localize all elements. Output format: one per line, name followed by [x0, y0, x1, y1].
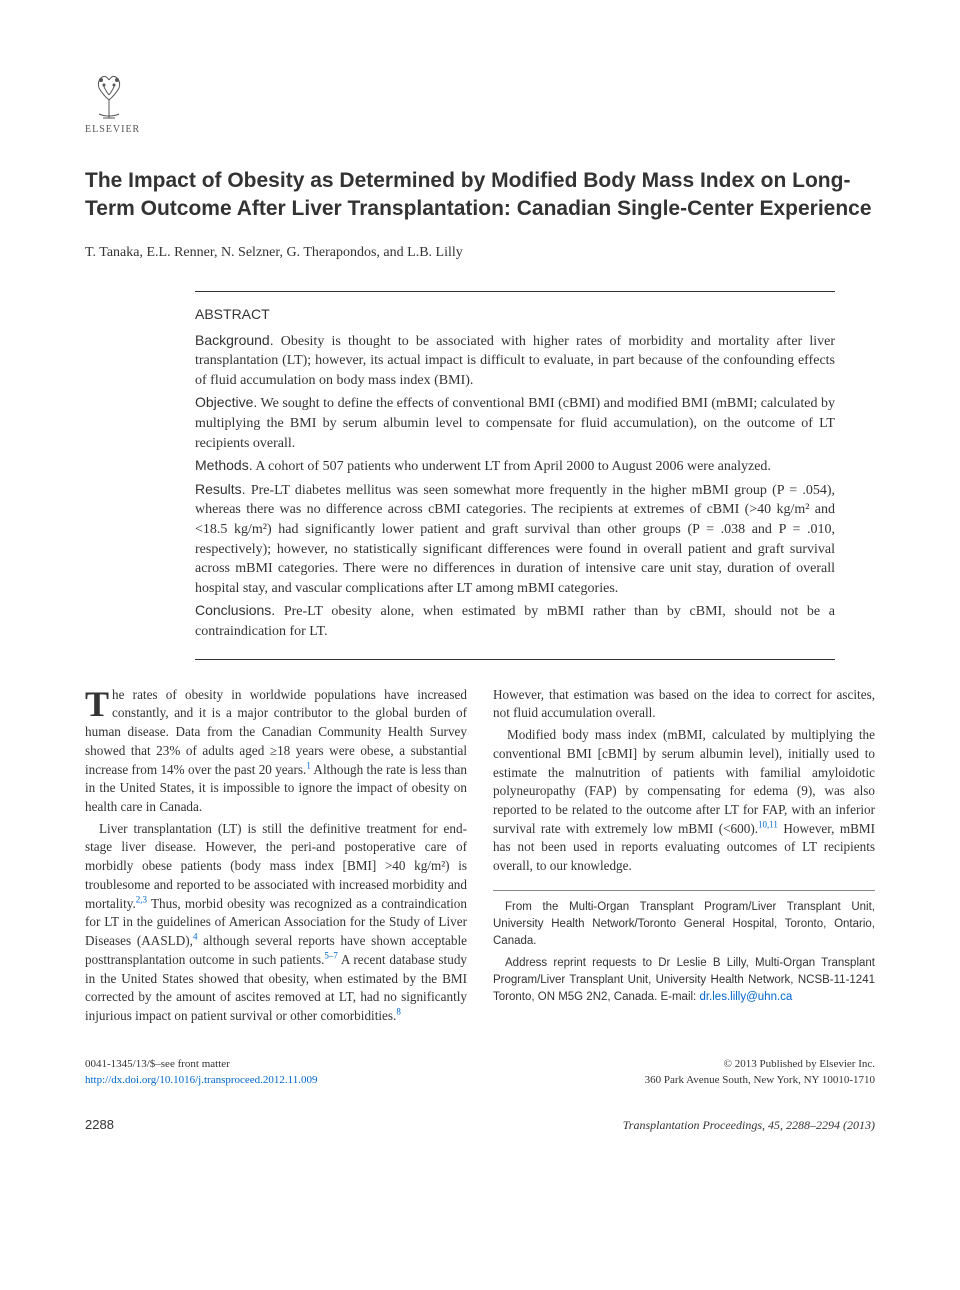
footer-right: © 2013 Published by Elsevier Inc. 360 Pa…: [645, 1056, 875, 1089]
abstract-background: Background. Obesity is thought to be ass…: [195, 331, 835, 391]
abstract-heading: ABSTRACT: [195, 304, 835, 325]
journal-citation: Transplantation Proceedings, 45, 2288–22…: [623, 1116, 875, 1134]
publisher-address: 360 Park Avenue South, New York, NY 1001…: [645, 1072, 875, 1089]
abstract-results: Results. Pre-LT diabetes mellitus was se…: [195, 480, 835, 599]
correspondence-email[interactable]: dr.les.lilly@uhn.ca: [699, 991, 792, 1003]
abstract-text-results: Pre-LT diabetes mellitus was seen somewh…: [195, 483, 835, 596]
abstract-conclusions: Conclusions. Pre-LT obesity alone, when …: [195, 601, 835, 641]
elsevier-tree-icon: [85, 70, 133, 120]
ref-5-7[interactable]: 5–7: [324, 950, 338, 960]
article-title: The Impact of Obesity as Determined by M…: [85, 167, 875, 224]
abstract-label-conclusions: Conclusions.: [195, 602, 275, 618]
body-p4-text: Modified body mass index (mBMI, calculat…: [493, 727, 875, 836]
copyright: © 2013 Published by Elsevier Inc.: [645, 1056, 875, 1073]
body-paragraph-3: However, that estimation was based on th…: [493, 686, 875, 723]
abstract-label-methods: Methods.: [195, 457, 253, 473]
ref-10-11[interactable]: 10,11: [758, 819, 778, 829]
ref-8[interactable]: 8: [396, 1007, 401, 1017]
abstract-label-objective: Objective.: [195, 394, 257, 410]
abstract-text-objective: We sought to define the effects of conve…: [195, 396, 835, 450]
body-paragraph-1: The rates of obesity in worldwide popula…: [85, 686, 467, 817]
abstract-text-conclusions: Pre-LT obesity alone, when estimated by …: [195, 604, 835, 639]
page-number: 2288: [85, 1115, 114, 1135]
author-list: T. Tanaka, E.L. Renner, N. Selzner, G. T…: [85, 242, 875, 263]
body-paragraph-4: Modified body mass index (mBMI, calculat…: [493, 726, 875, 876]
correspondence-pre: Address reprint requests to Dr Leslie B …: [493, 957, 875, 1004]
abstract-methods: Methods. A cohort of 507 patients who un…: [195, 456, 835, 477]
dropcap: T: [85, 686, 112, 720]
abstract-box: ABSTRACT Background. Obesity is thought …: [195, 291, 835, 660]
body-paragraph-2: Liver transplantation (LT) is still the …: [85, 820, 467, 1026]
abstract-objective: Objective. We sought to define the effec…: [195, 393, 835, 453]
abstract-text-background: Obesity is thought to be associated with…: [195, 334, 835, 388]
publisher-logo: ELSEVIER: [85, 70, 875, 137]
ref-2-3[interactable]: 2,3: [136, 894, 147, 904]
doi-link[interactable]: http://dx.doi.org/10.1016/j.transproceed…: [85, 1072, 318, 1089]
abstract-label-background: Background.: [195, 332, 274, 348]
abstract-text-methods: A cohort of 507 patients who underwent L…: [255, 459, 771, 474]
affiliation-text: From the Multi-Organ Transplant Program/…: [493, 899, 875, 951]
abstract-label-results: Results.: [195, 481, 246, 497]
front-matter: 0041-1345/13/$–see front matter: [85, 1056, 318, 1073]
body-text: The rates of obesity in worldwide popula…: [85, 686, 875, 1026]
page-footer: 2288 Transplantation Proceedings, 45, 22…: [85, 1115, 875, 1135]
footer-left: 0041-1345/13/$–see front matter http://d…: [85, 1056, 318, 1089]
affiliation-block: From the Multi-Organ Transplant Program/…: [493, 890, 875, 1007]
correspondence-text: Address reprint requests to Dr Leslie B …: [493, 955, 875, 1007]
article-footer: 0041-1345/13/$–see front matter http://d…: [85, 1056, 875, 1089]
publisher-name: ELSEVIER: [85, 122, 875, 137]
